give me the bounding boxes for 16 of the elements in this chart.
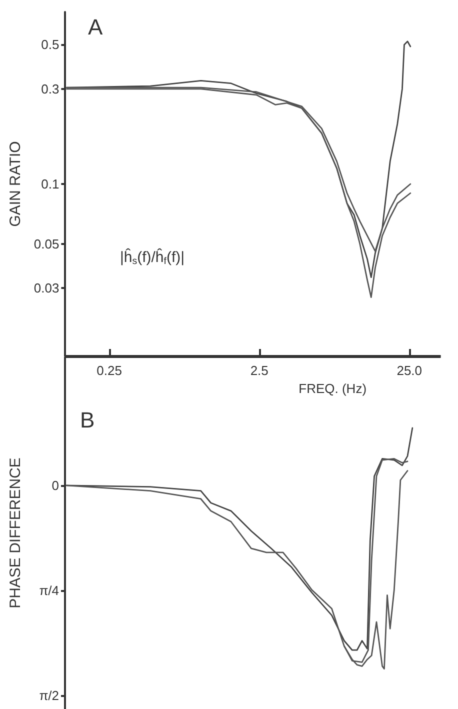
annotation: A xyxy=(88,14,103,40)
x-tick-label: 2.5 xyxy=(250,363,268,378)
y-axis-title: PHASE DIFFERENCE xyxy=(7,458,24,608)
x-tick-label: 0.25 xyxy=(96,363,122,378)
y-tick-label: 0.05 xyxy=(34,236,60,252)
y-tick-label: 0.5 xyxy=(41,37,60,52)
y-tick-label: π/2 xyxy=(39,688,59,704)
x-axis-title: FREQ. (Hz) xyxy=(298,381,367,396)
y-tick-label: π/4 xyxy=(39,583,59,598)
y-tick-label: 0.03 xyxy=(34,280,60,296)
y-tick-label: 0 xyxy=(52,478,59,493)
y-tick-label: 0.1 xyxy=(41,176,60,192)
y-axis-title: GAIN RATIO xyxy=(7,141,24,227)
annotation: B xyxy=(80,408,95,432)
x-tick-label: 25.0 xyxy=(396,363,422,378)
y-tick-label: 0.3 xyxy=(41,81,60,96)
